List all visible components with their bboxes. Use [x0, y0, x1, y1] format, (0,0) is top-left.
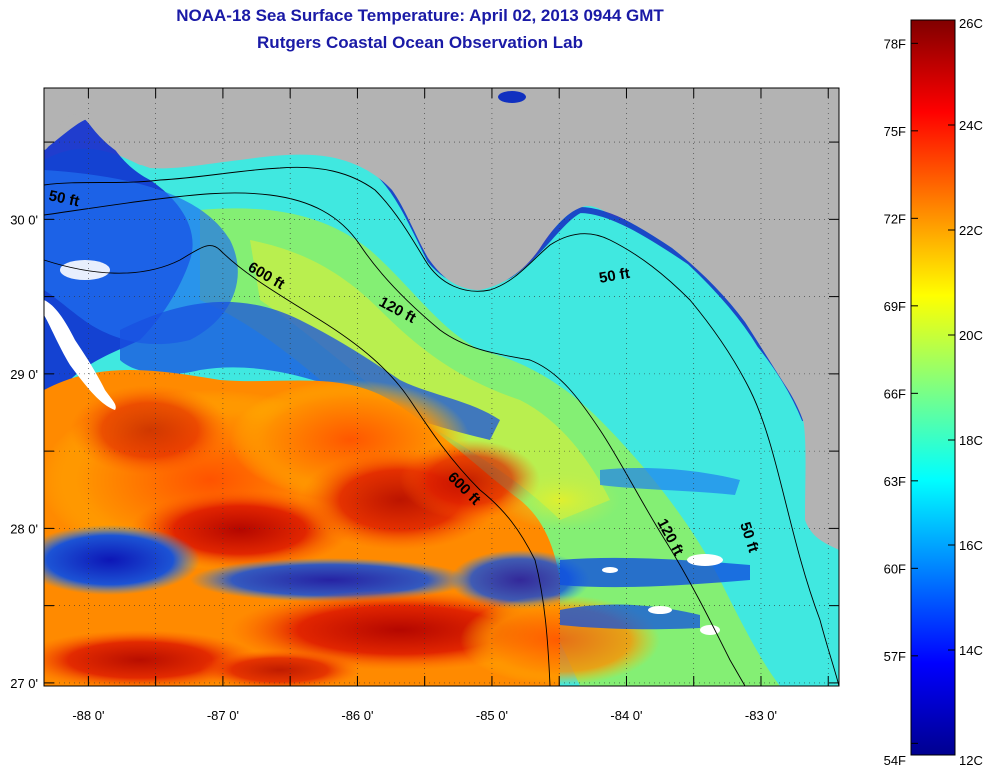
axis-ticks	[44, 88, 839, 686]
colorbar-fahrenheit-label: 63F	[884, 474, 906, 489]
colorbar-fahrenheit-label: 66F	[884, 386, 906, 401]
map-subtitle: Rutgers Coastal Ocean Observation Lab	[257, 33, 583, 52]
colorbar-celsius-label: 24C	[959, 118, 983, 133]
contour-120ft	[43, 192, 746, 687]
colorbar-fahrenheit-label: 72F	[884, 211, 906, 226]
bathymetry-contours	[43, 166, 840, 687]
lat-tick-label: 29 0'	[10, 367, 38, 382]
lon-tick-label: -84 0'	[610, 708, 642, 723]
colorbar-celsius-label: 16C	[959, 538, 983, 553]
colorbar-celsius-label: 26C	[959, 16, 983, 31]
colorbar-fahrenheit-label: 78F	[884, 36, 906, 51]
lat-tick-label: 30 0'	[10, 212, 38, 227]
colorbar-fahrenheit-label: 57F	[884, 649, 906, 664]
longitude-labels: -88 0' -87 0' -86 0' -85 0' -84 0' -83 0'	[72, 708, 777, 723]
colorbar-fahrenheit-label: 54F	[884, 753, 906, 768]
map-frame	[43, 87, 840, 687]
lon-tick-label: -87 0'	[207, 708, 239, 723]
lon-tick-label: -85 0'	[476, 708, 508, 723]
contour-50ft-west	[43, 166, 840, 687]
map-area	[44, 88, 839, 686]
colorbar-celsius-label: 14C	[959, 643, 983, 658]
colorbar-scale	[910, 19, 956, 756]
colorbar: 26C 24C 22C 20C 18C 16C 14C 12C 78F 75F 72F 69F 66F…	[884, 16, 983, 768]
lat-tick-label: 27 0'	[10, 676, 38, 691]
map-title: NOAA-18 Sea Surface Temperature: April 0…	[176, 6, 664, 25]
contour-600ft	[43, 245, 551, 687]
colorbar-fahrenheit-label: 75F	[884, 124, 906, 139]
contour-label: 50 ft	[47, 187, 81, 210]
colorbar-fahrenheit-label: 60F	[884, 561, 906, 576]
latitude-labels: 30 0' 29 0' 28 0' 27 0'	[10, 212, 38, 691]
coastline-land	[44, 88, 839, 545]
lon-tick-label: -88 0'	[72, 708, 104, 723]
colorbar-celsius-label: 20C	[959, 328, 983, 343]
colorbar-celsius-label: 22C	[959, 223, 983, 238]
colorbar-celsius-label: 18C	[959, 433, 983, 448]
colorbar-celsius-labels: 26C 24C 22C 20C 18C 16C 14C 12C	[948, 16, 983, 768]
contour-label: 50 ft	[598, 265, 631, 287]
colorbar-celsius-label: 12C	[959, 753, 983, 768]
cloud-patch	[44, 300, 116, 410]
lon-tick-label: -86 0'	[341, 708, 373, 723]
colorbar-fahrenheit-label: 69F	[884, 299, 906, 314]
lon-tick-label: -83 0'	[745, 708, 777, 723]
colorbar-fahrenheit-labels: 78F 75F 72F 69F 66F 63F 60F 57F 54F	[884, 36, 918, 768]
lat-tick-label: 28 0'	[10, 521, 38, 536]
